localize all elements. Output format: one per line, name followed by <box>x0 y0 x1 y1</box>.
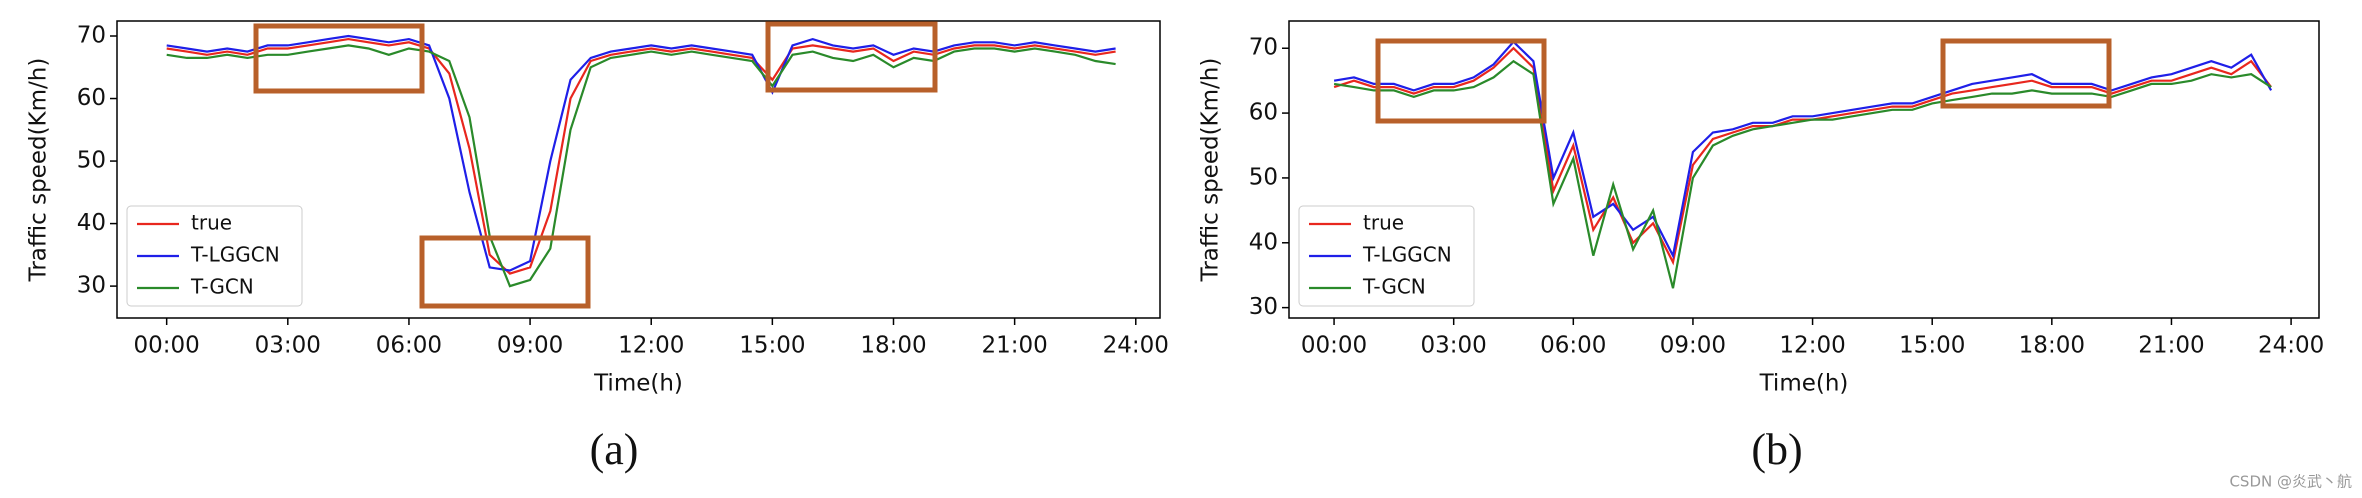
series-line <box>1333 40 2273 260</box>
x-tick-label: 06:00 <box>1540 333 1606 359</box>
panel-a: 30 40 50 60 70 00:00 03:00 06:00 09:00 12:00 15:00… <box>26 20 1169 474</box>
y-tick-label: 40 <box>1249 229 1278 255</box>
y-tick-label: 60 <box>1249 100 1278 126</box>
highlight-box <box>1375 38 1547 124</box>
y-tick-label: 40 <box>77 210 106 236</box>
plot-frame <box>116 20 1161 319</box>
x-tick-label: 18:00 <box>860 333 926 359</box>
x-tick-label: 15:00 <box>1899 333 1965 359</box>
caption: (b) <box>1751 425 1802 474</box>
watermark: CSDN @炎武丶航 <box>2229 473 2352 491</box>
legend-label: T-GCN <box>190 275 254 299</box>
highlight-box <box>253 23 425 94</box>
y-tick-label: 30 <box>1249 294 1278 320</box>
x-tick-label: 12:00 <box>1779 333 1845 359</box>
x-axis-label: Time(h) <box>1759 371 1849 397</box>
y-axis-label: Traffic speed(Km/h) <box>1198 58 1224 283</box>
x-tick-label: 00:00 <box>1301 333 1367 359</box>
y-tick-label: 70 <box>77 23 106 49</box>
y-tick-label: 70 <box>1249 35 1278 61</box>
x-tick-label: 09:00 <box>1660 333 1726 359</box>
legend-label: true <box>1363 211 1404 235</box>
series-line <box>166 34 1116 272</box>
series-line <box>1333 59 2272 289</box>
x-tick-label: 24:00 <box>1103 333 1169 359</box>
x-tick-label: 00:00 <box>134 333 200 359</box>
x-axis-label: Time(h) <box>593 371 683 397</box>
x-tick-label: 03:00 <box>255 333 321 359</box>
series-line <box>1333 46 2272 266</box>
x-tick-label: 18:00 <box>2019 333 2085 359</box>
y-tick-label: 50 <box>77 148 106 174</box>
y-tick-label: 50 <box>1249 164 1278 190</box>
y-tick-label: 30 <box>77 273 106 299</box>
x-tick-label: 21:00 <box>981 333 1047 359</box>
legend-label: T-LGGCN <box>1362 243 1452 267</box>
legend-label: T-LGGCN <box>190 243 280 267</box>
y-tick-label: 60 <box>77 85 106 111</box>
highlight-boxes <box>253 21 2112 309</box>
highlight-box <box>1940 38 2112 109</box>
highlight-box <box>765 21 938 93</box>
x-tick-label: 09:00 <box>497 333 563 359</box>
series-line <box>166 37 1116 275</box>
x-tick-label: 15:00 <box>739 333 805 359</box>
caption: (a) <box>590 425 639 474</box>
x-tick-label: 03:00 <box>1421 333 1487 359</box>
legend-box <box>126 205 303 307</box>
x-tick-label: 12:00 <box>618 333 684 359</box>
legend-label: true <box>191 211 232 235</box>
highlight-box <box>419 235 591 309</box>
plot-frame <box>1288 20 2320 319</box>
x-tick-label: 24:00 <box>2258 333 2324 359</box>
series-line <box>166 44 1116 288</box>
legend-box <box>1298 205 1475 307</box>
y-axis-label: Traffic speed(Km/h) <box>26 58 52 283</box>
x-tick-label: 06:00 <box>376 333 442 359</box>
legend-label: T-GCN <box>1362 275 1426 299</box>
panel-b: 30 40 50 60 70 00:00 03:00 06:00 09:00 12:00 15:00… <box>1198 20 2324 474</box>
x-tick-label: 21:00 <box>2138 333 2204 359</box>
